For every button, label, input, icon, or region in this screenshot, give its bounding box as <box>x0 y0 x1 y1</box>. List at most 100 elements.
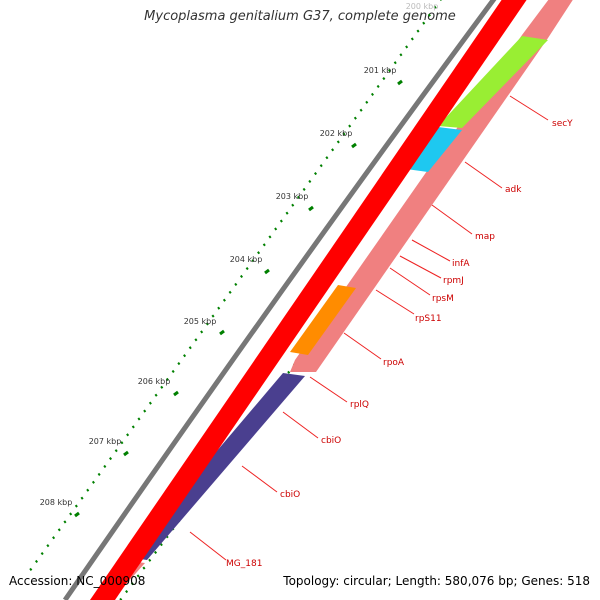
minor-tick <box>251 259 255 263</box>
minor-tick <box>296 195 300 199</box>
minor-tick <box>125 590 129 594</box>
minor-tick <box>154 550 158 554</box>
minor-tick <box>29 567 33 571</box>
minor-tick <box>52 536 56 540</box>
minor-tick <box>285 211 289 215</box>
minor-tick <box>342 132 346 136</box>
minor-tick <box>97 472 101 476</box>
minor-tick <box>74 504 78 508</box>
minor-tick <box>302 187 306 191</box>
major-tick-202 <box>351 142 357 149</box>
gene-label-rps11: rpS11 <box>415 314 442 324</box>
forward-strand-track <box>90 0 527 600</box>
minor-tick <box>222 298 226 302</box>
minor-tick <box>348 124 352 128</box>
leader-line <box>282 411 319 439</box>
kbp-label: 200 kbp <box>406 2 439 11</box>
leader-line <box>189 531 227 561</box>
leader-line <box>309 376 348 403</box>
minor-tick <box>308 179 312 184</box>
minor-tick <box>137 417 141 421</box>
minor-tick <box>376 84 380 89</box>
minor-tick <box>217 306 221 310</box>
minor-tick <box>331 148 335 152</box>
kbp-label: 206 kbp <box>138 377 171 386</box>
kbp-label: 207 kbp <box>89 437 122 446</box>
minor-tick <box>148 558 152 562</box>
gene-label-rpmj: rpmJ <box>443 276 464 286</box>
minor-tick <box>188 346 192 350</box>
major-tick-205 <box>219 329 225 336</box>
leader-line <box>343 332 382 360</box>
minor-tick <box>148 401 152 405</box>
minor-tick <box>154 393 158 397</box>
gene-label-adk: adk <box>505 185 522 195</box>
minor-tick <box>388 69 392 73</box>
minor-tick <box>143 409 147 413</box>
minor-tick <box>427 13 431 17</box>
minor-tick <box>131 425 135 429</box>
topology-text: Topology: circular; Length: 580,076 bp; … <box>283 574 590 588</box>
gene-label-rplq: rplQ <box>350 400 369 410</box>
reverse-gene-pink-top <box>290 0 573 372</box>
minor-tick <box>274 227 278 231</box>
leader-line <box>431 204 473 235</box>
minor-tick <box>370 92 374 96</box>
minor-tick <box>91 480 95 484</box>
minor-tick <box>46 544 50 548</box>
minor-tick <box>177 362 181 366</box>
minor-tick <box>126 433 130 437</box>
minor-tick <box>69 512 73 516</box>
minor-tick <box>194 338 198 342</box>
minor-tick <box>103 464 107 469</box>
major-tick-208 <box>74 511 80 518</box>
map-title: Mycoplasma genitalium G37, complete geno… <box>144 9 456 24</box>
minor-tick <box>399 53 403 57</box>
minor-tick <box>165 377 169 381</box>
minor-tick <box>382 77 386 81</box>
minor-tick <box>319 164 323 168</box>
minor-tick <box>200 330 204 334</box>
minor-tick <box>336 140 340 144</box>
minor-tick <box>171 369 175 374</box>
minor-tick <box>136 574 140 578</box>
secy-gene-block <box>438 36 548 128</box>
minor-tick <box>287 370 291 374</box>
minor-tick <box>416 29 420 33</box>
leader-line <box>509 95 549 121</box>
minor-tick <box>205 322 209 326</box>
major-tick-204 <box>264 268 270 275</box>
minor-tick <box>109 457 113 461</box>
gene-label-secy: secY <box>552 119 573 129</box>
kbp-label: 201 kbp <box>364 66 397 75</box>
genome-backbone <box>62 0 497 600</box>
leader-line <box>241 465 278 493</box>
major-tick-206 <box>173 390 179 397</box>
gene-label-rpoa: rpoA <box>383 358 405 368</box>
minor-tick <box>365 100 369 104</box>
minor-tick <box>86 488 90 492</box>
gene-label-map: map <box>475 232 495 242</box>
leader-line <box>464 161 503 189</box>
kbp-label: 204 kbp <box>230 255 263 264</box>
minor-tick <box>433 5 437 9</box>
backbone-line <box>62 0 497 600</box>
major-tick-207 <box>123 450 129 457</box>
minor-tick <box>130 582 134 586</box>
minor-tick <box>314 172 318 176</box>
minor-tick <box>211 314 215 318</box>
minor-tick <box>262 243 266 247</box>
minor-tick <box>359 108 363 112</box>
leader-line <box>411 239 451 262</box>
minor-tick <box>245 267 249 271</box>
minor-tick <box>422 21 426 25</box>
minor-tick <box>257 251 261 255</box>
gene-label-rpsm: rpsM <box>432 294 454 304</box>
minor-tick <box>325 156 329 160</box>
kbp-label: 203 kbp <box>276 192 309 201</box>
minor-tick <box>63 520 67 524</box>
minor-tick <box>160 385 164 389</box>
forward-gene-red <box>90 0 527 600</box>
minor-tick <box>120 441 124 445</box>
